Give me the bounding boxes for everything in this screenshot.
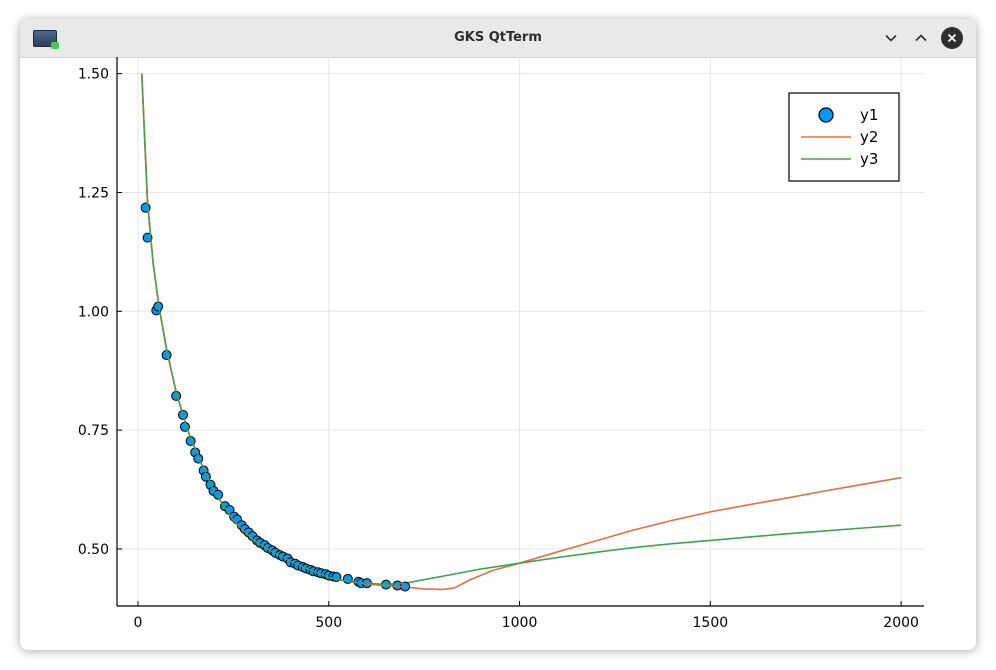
close-button[interactable] [941,27,963,49]
plot-window: GKS QtTerm 0 500 1000 1500 2000 0.50 0.75 1.00 1… [20,19,976,650]
y-tick-label: 1.50 [78,67,109,83]
series-line-overlay-y2 [141,73,406,588]
data-point [142,232,153,243]
legend-label: y2 [860,128,878,146]
close-icon [947,33,957,43]
legend-label: y1 [860,106,878,124]
x-tick-label: 2000 [883,615,919,631]
chart: 0 500 1000 1500 2000 0.50 0.75 1.00 1.25 1.50 y1 y2… [78,57,924,631]
y-tick-label: 1.00 [78,304,109,320]
minimize-icon [885,34,897,42]
y-tick-label: 1.25 [78,185,109,201]
minimize-button[interactable] [880,27,902,49]
y-tick-label: 0.50 [78,542,109,558]
window-title: GKS QtTerm [454,30,542,45]
series-line-y2 [141,73,902,591]
x-tick-label: 500 [315,615,342,631]
x-tick-label: 0 [134,615,143,631]
legend-marker-y1 [818,107,834,123]
x-tick-label: 1000 [502,615,538,631]
legend-label: y3 [860,150,878,168]
terminal-icon [33,30,59,49]
series-line-y3 [141,73,902,586]
maximize-button[interactable] [910,27,932,49]
maximize-icon [915,34,927,42]
data-point [213,489,224,500]
x-tick-label: 1500 [693,615,729,631]
title-bar[interactable]: GKS QtTerm [20,19,976,58]
y-tick-label: 0.75 [78,423,109,439]
series-line-overlay-y3 [141,73,406,586]
